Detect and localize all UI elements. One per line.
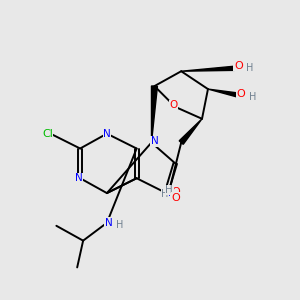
Text: H: H	[161, 189, 169, 199]
Text: N: N	[103, 129, 111, 139]
Text: O: O	[171, 187, 180, 196]
Text: O: O	[170, 100, 178, 110]
Polygon shape	[179, 119, 202, 144]
Text: H: H	[165, 185, 173, 195]
Polygon shape	[152, 86, 158, 142]
Polygon shape	[181, 66, 235, 71]
Polygon shape	[208, 89, 238, 97]
Text: N: N	[104, 218, 112, 228]
Text: H: H	[116, 220, 123, 230]
Text: O: O	[237, 88, 246, 98]
Text: H: H	[249, 92, 256, 101]
Text: N: N	[164, 188, 172, 198]
Text: N: N	[151, 136, 158, 146]
Text: O: O	[171, 193, 180, 202]
Text: H: H	[246, 63, 253, 73]
Text: Cl: Cl	[42, 129, 53, 139]
Text: N: N	[75, 173, 83, 183]
Text: O: O	[234, 61, 243, 71]
